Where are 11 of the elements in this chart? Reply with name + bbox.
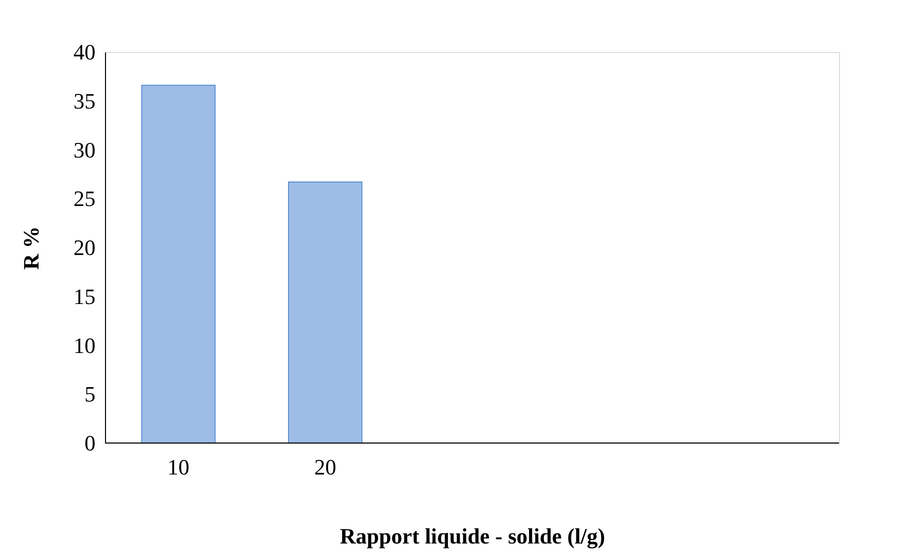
y-tick-label: 10 bbox=[74, 332, 96, 358]
y-tick-label: 30 bbox=[74, 137, 96, 162]
y-tick-label: 15 bbox=[74, 284, 96, 309]
y-tick-label: 25 bbox=[74, 186, 96, 212]
y-axis-title: R % bbox=[18, 226, 44, 270]
y-tick-label: 35 bbox=[74, 88, 96, 114]
x-axis-title: Rapport liquide - solide (l/g) bbox=[340, 524, 606, 548]
y-tick-label: 20 bbox=[74, 235, 96, 260]
y-tick-label: 0 bbox=[84, 430, 96, 456]
y-tick-label: 5 bbox=[84, 382, 96, 407]
y-tick-label: 40 bbox=[74, 40, 96, 64]
